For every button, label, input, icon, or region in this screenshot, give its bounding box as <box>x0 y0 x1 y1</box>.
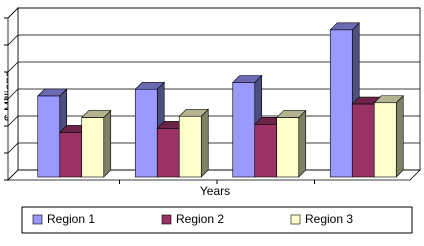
bar <box>254 124 278 178</box>
bar-side <box>395 95 404 178</box>
bar <box>178 115 202 178</box>
legend-swatch <box>290 214 301 225</box>
legend-box <box>21 206 413 234</box>
bar-side <box>103 109 112 178</box>
bar <box>276 117 300 178</box>
bar <box>351 103 375 178</box>
grid-line <box>7 7 420 19</box>
x-axis-label: Years <box>200 184 230 198</box>
bar <box>232 82 256 178</box>
legend-label: Region 3 <box>305 212 353 226</box>
legend-swatch <box>161 214 172 225</box>
grid-line <box>7 61 420 73</box>
bar <box>373 102 397 178</box>
bar <box>81 117 105 178</box>
bar-side <box>200 108 209 178</box>
bar-side <box>298 109 307 178</box>
bar <box>37 95 61 178</box>
grid-line <box>7 88 420 100</box>
legend-label: Region 2 <box>176 212 224 226</box>
bar <box>156 128 180 178</box>
legend-label: Region 1 <box>47 212 95 226</box>
bar <box>59 132 83 178</box>
legend-swatch <box>32 214 43 225</box>
bar <box>134 88 158 178</box>
bar <box>329 29 353 178</box>
grid-line <box>7 34 420 46</box>
